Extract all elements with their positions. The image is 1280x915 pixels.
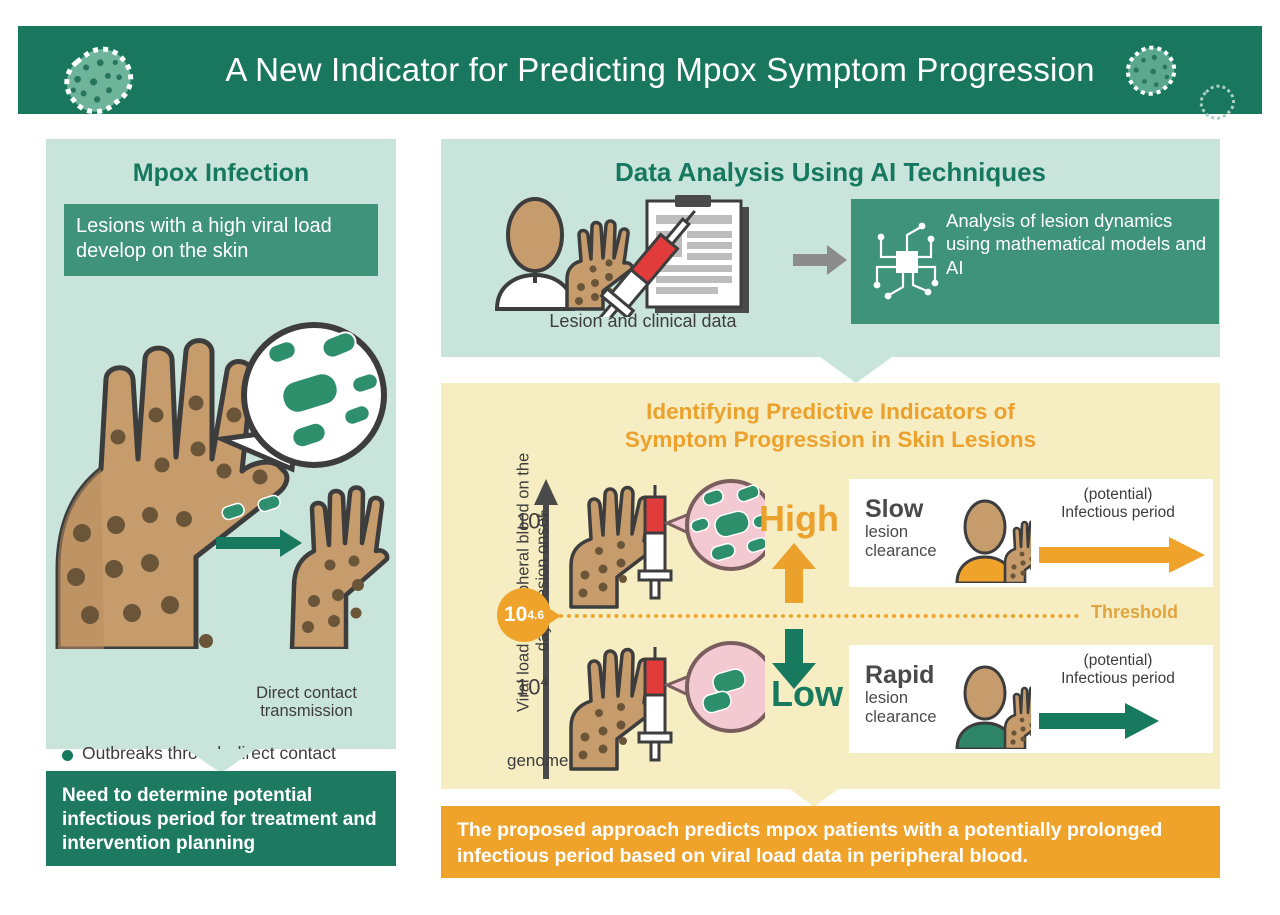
lesion-data-caption: Lesion and clinical data	[549, 311, 737, 331]
rapid-clearance-card: Rapid lesion clearance	[849, 645, 1213, 753]
ai-analysis-box: Analysis of lesion dynamics using mathem…	[851, 199, 1219, 324]
threshold-label: Threshold	[1091, 602, 1179, 622]
lesion-hand-icon	[565, 219, 634, 311]
slow-clearance-card: Slow lesion clearance	[849, 479, 1213, 587]
short-infectious-period-arrow-icon	[1039, 703, 1159, 739]
page-header: A New Indicator for Predicting Mpox Symp…	[18, 26, 1262, 120]
syringe-icon	[637, 647, 673, 762]
blood-sample-bubble	[663, 479, 765, 571]
mpox-infection-panel: Mpox Infection Lesions with a high viral…	[46, 139, 396, 819]
slow-subtext-line1: lesion	[865, 523, 909, 541]
bullet-dot-icon	[62, 750, 73, 761]
transmission-arrow-icon	[216, 529, 302, 557]
high-label: High	[759, 498, 839, 539]
patient-icon	[494, 197, 576, 311]
slow-period-line1: (potential)	[1083, 486, 1153, 503]
low-label: Low	[771, 673, 843, 714]
clipboard-icon	[645, 195, 749, 313]
rapid-period-line2: Infectious period	[1061, 669, 1175, 687]
left-panel-connector-chevron	[186, 749, 256, 773]
slow-subtext: lesion clearance	[865, 523, 937, 561]
lesion-hand-icon	[1003, 520, 1031, 583]
high-viral-load-illustration	[569, 479, 765, 609]
lesion-hand-icon	[1003, 686, 1031, 749]
rapid-period-line1: (potential)	[1083, 652, 1153, 669]
long-infectious-period-arrow-icon	[1039, 537, 1205, 573]
slow-heading: Slow	[865, 495, 924, 523]
syringe-icon	[637, 485, 673, 600]
y-tick-high: 105	[516, 507, 549, 534]
ai-chip-icon	[873, 222, 939, 300]
patient-clipboard-illustration	[494, 195, 749, 317]
page-title: A New Indicator for Predicting Mpox Symp…	[225, 51, 1095, 88]
lesion-hand-icon	[569, 647, 657, 771]
syringe-icon	[597, 209, 696, 317]
rapid-heading: Rapid	[865, 661, 935, 689]
ai-panel-connector-chevron	[820, 357, 892, 383]
rapid-subtext: lesion clearance	[865, 689, 937, 727]
slow-period-line2: Infectious period	[1061, 503, 1175, 521]
ai-analysis-text: Analysis of lesion dynamics using mathem…	[946, 210, 1207, 278]
blood-sample-bubble	[663, 641, 765, 733]
infected-hand-illustration	[55, 322, 390, 649]
virus-particle-icon	[1125, 45, 1177, 96]
rapid-period-label: (potential) Infectious period	[1025, 652, 1211, 687]
bottom-summary-banner: The proposed approach predicts mpox pati…	[441, 806, 1220, 878]
low-viral-load-illustration	[569, 641, 765, 771]
predictive-indicators-panel: Identifying Predictive Indicators of Sym…	[441, 383, 1220, 789]
lesion-banner: Lesions with a high viral load develop o…	[64, 204, 378, 276]
floating-virus-icon	[221, 494, 281, 521]
transmission-caption: Direct contact transmission	[256, 684, 357, 721]
threshold-badge: 10 4.6	[497, 588, 551, 642]
patient-icon	[955, 499, 1031, 583]
y-axis-arrow	[534, 479, 558, 779]
yellow-panel-connector-chevron	[790, 789, 838, 807]
slow-period-label: (potential) Infectious period	[1025, 486, 1211, 521]
virus-particle-icon	[1199, 84, 1236, 120]
y-tick-low: 104	[516, 673, 549, 700]
arrow-up-icon	[772, 543, 816, 603]
data-analysis-title: Data Analysis Using AI Techniques	[614, 157, 1047, 187]
mpox-infection-title: Mpox Infection	[132, 159, 310, 187]
rapid-subtext-line1: lesion	[865, 689, 909, 707]
patient-icon	[955, 665, 1031, 749]
title-line-2: Symptom Progression in Skin Lesions	[624, 427, 1037, 453]
virus-closeup-bubble	[212, 322, 387, 473]
virus-particle-icon	[64, 46, 134, 115]
slow-subtext-line2: clearance	[865, 542, 937, 561]
lesion-hand-icon	[569, 485, 657, 609]
predictive-indicators-title: Identifying Predictive Indicators of Sym…	[441, 383, 1220, 455]
threshold-dotted-line	[559, 614, 1079, 618]
large-hand-icon	[55, 338, 290, 649]
arrow-down-icon	[772, 629, 816, 689]
rapid-subtext-line2: clearance	[865, 708, 937, 727]
arrow-right-icon	[793, 245, 847, 275]
title-line-1: Identifying Predictive Indicators of	[646, 399, 1015, 424]
conclusion-box-left: Need to determine potential infectious p…	[46, 771, 396, 866]
data-analysis-panel: Data Analysis Using AI Techniques	[441, 139, 1220, 357]
small-hand-icon	[289, 485, 390, 649]
